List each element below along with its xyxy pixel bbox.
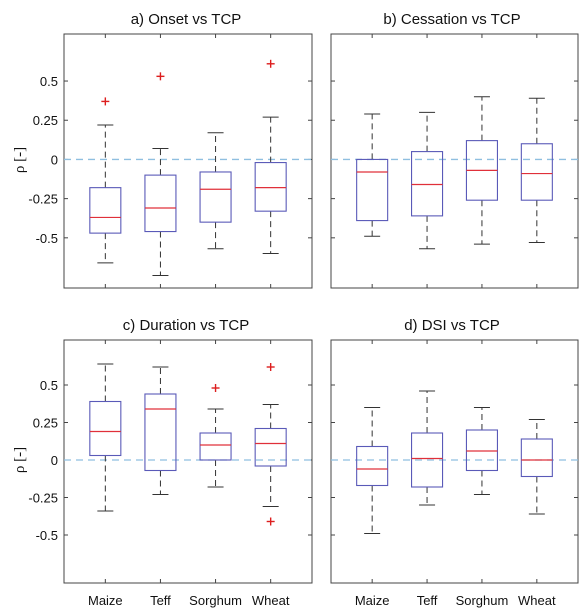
outlier-marker	[266, 59, 275, 68]
axes-frame	[63, 33, 313, 289]
box-wheat	[254, 34, 287, 288]
box-wheat	[254, 340, 287, 583]
x-tick-label: Sorghum	[456, 593, 509, 608]
axes-frame	[330, 339, 579, 584]
panel-title: d) DSI vs TCP	[404, 317, 500, 334]
x-tick-label: Sorghum	[189, 593, 242, 608]
box-wheat	[520, 340, 553, 583]
plot-area	[330, 339, 579, 584]
x-tick-label: Maize	[88, 593, 123, 608]
box-sorghum	[465, 34, 498, 288]
y-tick-label: 0	[51, 152, 58, 167]
box-iqr	[89, 187, 122, 234]
box-maize	[89, 340, 122, 583]
outlier-marker	[101, 97, 110, 106]
outlier-marker	[266, 363, 275, 371]
box-iqr	[144, 393, 177, 472]
box-iqr	[199, 432, 232, 461]
box-teff	[144, 34, 177, 288]
y-tick-labels: 0.5 0.25 0 -0.25 -0.5	[28, 378, 58, 543]
box-iqr	[254, 162, 287, 212]
box-teff	[411, 340, 444, 583]
y-tick-label: 0.25	[33, 416, 58, 431]
y-axis-label: ρ [-]	[12, 447, 28, 473]
box-iqr	[411, 432, 444, 488]
panel-c: c) Duration vs TCP ρ [-] 0.5 0.25 0 -0.25 -0…	[12, 317, 313, 608]
panel-b: b) Cessation vs TCP	[330, 11, 579, 289]
plot-area	[63, 33, 313, 289]
panel-title: c) Duration vs TCP	[123, 317, 249, 334]
y-tick-label: 0.5	[40, 74, 58, 89]
plot-area	[330, 33, 579, 289]
box-iqr	[356, 158, 389, 222]
box-maize	[89, 34, 122, 288]
box-teff	[144, 340, 177, 583]
x-tick-labels: Maize Teff Sorghum Wheat	[355, 593, 556, 608]
box-wheat	[520, 34, 553, 288]
y-tick-label: 0.25	[33, 113, 58, 128]
box-iqr	[465, 429, 498, 472]
y-tick-label: -0.5	[36, 231, 58, 246]
axes-frame	[330, 33, 579, 289]
box-iqr	[89, 400, 122, 457]
x-tick-label: Wheat	[252, 593, 290, 608]
y-tick-label: -0.5	[36, 528, 58, 543]
y-tick-label: -0.25	[28, 192, 58, 207]
y-tick-labels: 0.5 0.25 0 -0.25 -0.5	[28, 74, 58, 246]
outlier-marker	[156, 72, 165, 81]
y-axis-label: ρ [-]	[12, 147, 28, 173]
x-tick-label: Teff	[150, 593, 171, 608]
box-maize	[356, 340, 389, 583]
x-tick-label: Maize	[355, 593, 390, 608]
box-iqr	[520, 143, 553, 201]
box-iqr	[199, 171, 232, 223]
box-teff	[411, 34, 444, 288]
y-tick-label: 0	[51, 453, 58, 468]
panel-a: a) Onset vs TCP ρ [-] 0.5 0.25 0 -0.25 -0.5	[12, 11, 313, 289]
y-tick-label: -0.25	[28, 491, 58, 506]
box-iqr	[520, 438, 553, 478]
panel-title: a) Onset vs TCP	[131, 11, 242, 28]
box-iqr	[144, 174, 177, 233]
panel-title: b) Cessation vs TCP	[383, 11, 520, 28]
plot-area	[63, 339, 313, 584]
x-tick-label: Wheat	[518, 593, 556, 608]
axes-frame	[63, 339, 313, 584]
box-sorghum	[199, 34, 232, 288]
outlier-marker	[211, 384, 220, 392]
outlier-marker	[266, 517, 275, 526]
box-iqr	[254, 427, 287, 467]
box-iqr	[411, 151, 444, 217]
x-tick-label: Teff	[417, 593, 438, 608]
panel-d: d) DSI vs TCP Maize Teff Sorghum Wheat	[330, 317, 579, 608]
box-maize	[356, 34, 389, 288]
x-tick-labels: Maize Teff Sorghum Wheat	[88, 593, 290, 608]
box-iqr	[356, 445, 389, 487]
box-sorghum	[465, 340, 498, 583]
y-tick-label: 0.5	[40, 378, 58, 393]
box-sorghum	[199, 340, 232, 583]
